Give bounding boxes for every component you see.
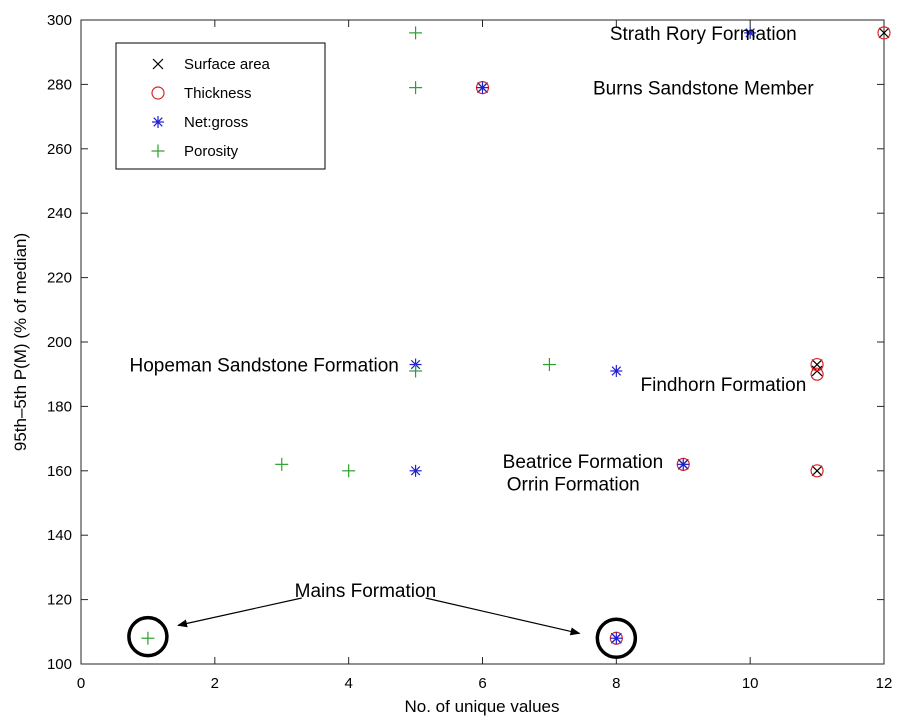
point-porosity <box>141 631 155 645</box>
highlight-circle <box>127 615 169 658</box>
x-tick-label: 12 <box>876 675 893 692</box>
y-tick-label: 300 <box>47 12 72 29</box>
y-tick-label: 280 <box>47 76 72 93</box>
highlight-circle <box>595 617 638 659</box>
legend-label-surface-area: Surface area <box>184 56 271 73</box>
legend-marker-thickness <box>151 86 165 100</box>
point-net-gross <box>677 458 690 471</box>
y-tick-label: 200 <box>47 334 72 351</box>
y-tick-label: 140 <box>47 527 72 544</box>
point-thickness <box>810 464 824 478</box>
point-surface-area <box>878 27 890 39</box>
y-tick-label: 240 <box>47 205 72 222</box>
data-points <box>127 26 891 659</box>
point-thickness <box>877 26 891 40</box>
legend-label-porosity: Porosity <box>184 143 239 160</box>
y-tick-label: 220 <box>47 270 72 287</box>
point-thickness <box>810 367 824 381</box>
y-tick-label: 100 <box>47 656 72 673</box>
x-tick-label: 8 <box>612 675 620 692</box>
point-net-gross <box>476 81 489 94</box>
point-net-gross <box>409 464 422 477</box>
x-axis-label: No. of unique values <box>405 697 560 716</box>
point-porosity <box>409 81 423 95</box>
annotation-label: Mains Formation <box>295 581 437 602</box>
x-tick-label: 6 <box>478 675 486 692</box>
y-tick-label: 260 <box>47 141 72 158</box>
point-surface-area <box>811 465 823 477</box>
point-net-gross <box>610 632 623 645</box>
annotation-label: Findhorn Formation <box>641 375 807 396</box>
x-tick-label: 2 <box>211 675 219 692</box>
x-axis: 0 2 4 6 8 10 12 <box>77 20 893 692</box>
annotation-label: Beatrice Formation <box>503 452 664 473</box>
annotation-label: Strath Rory Formation <box>610 24 797 45</box>
point-porosity <box>542 358 556 372</box>
point-porosity <box>275 457 289 471</box>
y-tick-label: 180 <box>47 398 72 415</box>
annotation-label: Orrin Formation <box>507 475 640 496</box>
annotation-label: Hopeman Sandstone Formation <box>130 356 399 377</box>
point-porosity <box>342 464 356 478</box>
point-porosity <box>409 364 423 378</box>
y-tick-label: 160 <box>47 463 72 480</box>
y-axis: 100 120 140 160 180 200 220 240 260 280 300 <box>47 12 884 673</box>
point-thickness <box>810 357 824 372</box>
y-tick-label: 120 <box>47 592 72 609</box>
legend-marker-net-gross <box>152 116 164 128</box>
x-tick-label: 0 <box>77 675 85 692</box>
annotation-arrow <box>425 597 581 636</box>
legend-label-thickness: Thickness <box>184 85 252 102</box>
legend: Surface area Thickness Net:gross Porosity <box>115 42 326 170</box>
legend-box <box>115 42 326 170</box>
annotation-label: Burns Sandstone Member <box>593 79 814 100</box>
legend-label-net-gross: Net:gross <box>184 114 248 131</box>
x-tick-label: 4 <box>344 675 352 692</box>
y-axis-label: 95th–5th P(M) (% of median) <box>11 233 30 451</box>
point-net-gross <box>744 26 757 39</box>
annotation-arrow <box>177 597 302 628</box>
legend-marker-surface-area <box>152 58 164 70</box>
point-porosity <box>409 26 423 40</box>
point-net-gross <box>610 364 623 377</box>
x-tick-label: 10 <box>742 675 759 692</box>
annotations: Strath Rory Formation Burns Sandstone Mem… <box>130 24 814 636</box>
legend-marker-porosity <box>151 144 165 158</box>
